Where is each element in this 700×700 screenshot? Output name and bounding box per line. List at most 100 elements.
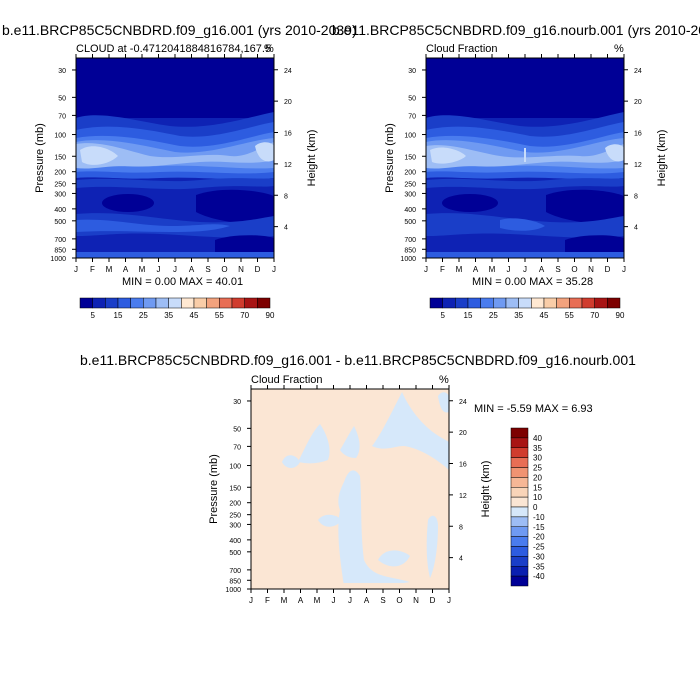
x-tick-label: J — [447, 596, 451, 605]
colorbar-label: 20 — [533, 473, 542, 482]
y-tick-label: 700 — [404, 237, 416, 244]
panel-a-left-label: CLOUD at -0.4712041884816784,167.5 — [76, 43, 272, 55]
y-tick-label: 700 — [54, 237, 66, 244]
colorbar-swatch — [505, 297, 519, 309]
colorbar-swatch — [429, 297, 443, 309]
colorbar-swatch — [543, 297, 557, 309]
colorbar-label: -15 — [533, 523, 545, 532]
x-tick-label: J — [157, 265, 161, 274]
x-tick-label: D — [605, 265, 611, 274]
colorbar-swatch — [531, 297, 545, 309]
y2-tick-label: 20 — [634, 99, 642, 106]
y-tick-label: 30 — [408, 68, 416, 75]
colorbar-label: 0 — [533, 503, 538, 512]
colorbar-label: -40 — [533, 572, 545, 581]
y-tick-label: 850 — [54, 247, 66, 254]
colorbar-label: -25 — [533, 543, 545, 552]
colorbar-swatch — [510, 467, 529, 478]
colorbar-label: 90 — [266, 311, 275, 320]
panel-c-ylabel2: Height (km) — [480, 460, 492, 518]
y2-tick-label: 4 — [284, 225, 288, 232]
y-tick-label: 70 — [233, 444, 241, 451]
panel-a-colorbar: 5 15 25 35 45 55 70 90 — [79, 297, 275, 320]
panel-c-axes: J F M A M J J A S O N D J 30 50 70 100 150 200 250 300 400 500… — [225, 385, 467, 605]
colorbar-swatch — [206, 297, 220, 309]
x-tick-label: J — [74, 265, 78, 274]
colorbar-swatch — [510, 487, 529, 498]
colorbar-label: 35 — [533, 444, 542, 453]
colorbar-label: 25 — [139, 311, 148, 320]
y2-tick-label: 16 — [459, 462, 467, 469]
colorbar-label: 5 — [440, 311, 445, 320]
colorbar-swatch — [480, 297, 494, 309]
y2-tick-label: 4 — [634, 225, 638, 232]
y2-tick-label: 8 — [459, 524, 463, 531]
colorbar-swatch — [117, 297, 131, 309]
colorbar-swatch — [193, 297, 207, 309]
colorbar-swatch — [581, 297, 595, 309]
x-tick-label: F — [90, 265, 95, 274]
x-tick-label: J — [507, 265, 511, 274]
colorbar-label: -30 — [533, 552, 545, 561]
colorbar-swatch — [594, 297, 608, 309]
y-tick-label: 150 — [404, 154, 416, 161]
colorbar-swatch — [510, 575, 529, 587]
colorbar-label: 35 — [514, 311, 523, 320]
x-tick-label: M — [456, 265, 463, 274]
colorbar-swatch — [556, 297, 570, 309]
y-tick-label: 100 — [229, 464, 241, 471]
y-tick-label: 200 — [404, 170, 416, 177]
colorbar-label: 25 — [489, 311, 498, 320]
colorbar-swatch — [130, 297, 144, 309]
colorbar-swatch — [510, 526, 529, 537]
panel-a-field — [76, 58, 274, 258]
colorbar-swatch — [518, 297, 532, 309]
colorbar-swatch — [510, 506, 529, 518]
colorbar-swatch — [510, 556, 529, 567]
panel-c-title: b.e11.BRCP85C5CNBDRD.f09_g16.001 - b.e11… — [80, 352, 636, 368]
x-tick-label: M — [139, 265, 146, 274]
x-tick-label: J — [523, 265, 527, 274]
colorbar-label: 45 — [540, 311, 549, 320]
x-tick-label: F — [440, 265, 445, 274]
y-tick-label: 250 — [404, 182, 416, 189]
colorbar-swatch — [257, 297, 271, 309]
colorbar-swatch — [510, 437, 529, 448]
colorbar-label: 30 — [533, 454, 542, 463]
colorbar-swatch — [510, 516, 529, 527]
colorbar-swatch — [510, 546, 529, 557]
x-tick-label: O — [221, 265, 227, 274]
x-tick-label: N — [238, 265, 244, 274]
colorbar-label: 70 — [590, 311, 599, 320]
x-tick-label: J — [424, 265, 428, 274]
x-tick-label: N — [413, 596, 419, 605]
colorbar-swatch — [510, 427, 529, 439]
panel-b-ylabel: Pressure (mb) — [384, 123, 396, 193]
colorbar-swatch — [168, 297, 182, 309]
x-tick-label: J — [272, 265, 276, 274]
panel-b-colorbar: 5 15 25 35 45 55 70 90 — [429, 297, 625, 320]
colorbar-label: 25 — [533, 464, 542, 473]
panel-a-ylabel2: Height (km) — [306, 129, 318, 187]
x-tick-label: J — [249, 596, 253, 605]
colorbar-swatch — [181, 297, 195, 309]
colorbar-swatch — [569, 297, 583, 309]
y2-tick-label: 20 — [459, 430, 467, 437]
x-tick-label: A — [539, 265, 545, 274]
y2-tick-label: 24 — [284, 68, 292, 75]
y-tick-label: 1000 — [225, 587, 241, 594]
y2-tick-label: 8 — [634, 193, 638, 200]
y-tick-label: 400 — [229, 538, 241, 545]
colorbar-swatch — [510, 536, 529, 547]
y-tick-label: 1000 — [400, 256, 416, 263]
colorbar-swatch — [105, 297, 119, 309]
y-tick-label: 400 — [54, 207, 66, 214]
y2-tick-label: 12 — [459, 493, 467, 500]
colorbar-swatch — [244, 297, 258, 309]
y2-tick-label: 16 — [634, 131, 642, 138]
panel-a-axes: J F M A M J J A S O N D J 30 50 70 100 150 200 250 300 400 500… — [50, 54, 292, 274]
colorbar-label: 15 — [533, 483, 542, 492]
panel-c-ylabel: Pressure (mb) — [208, 454, 220, 524]
